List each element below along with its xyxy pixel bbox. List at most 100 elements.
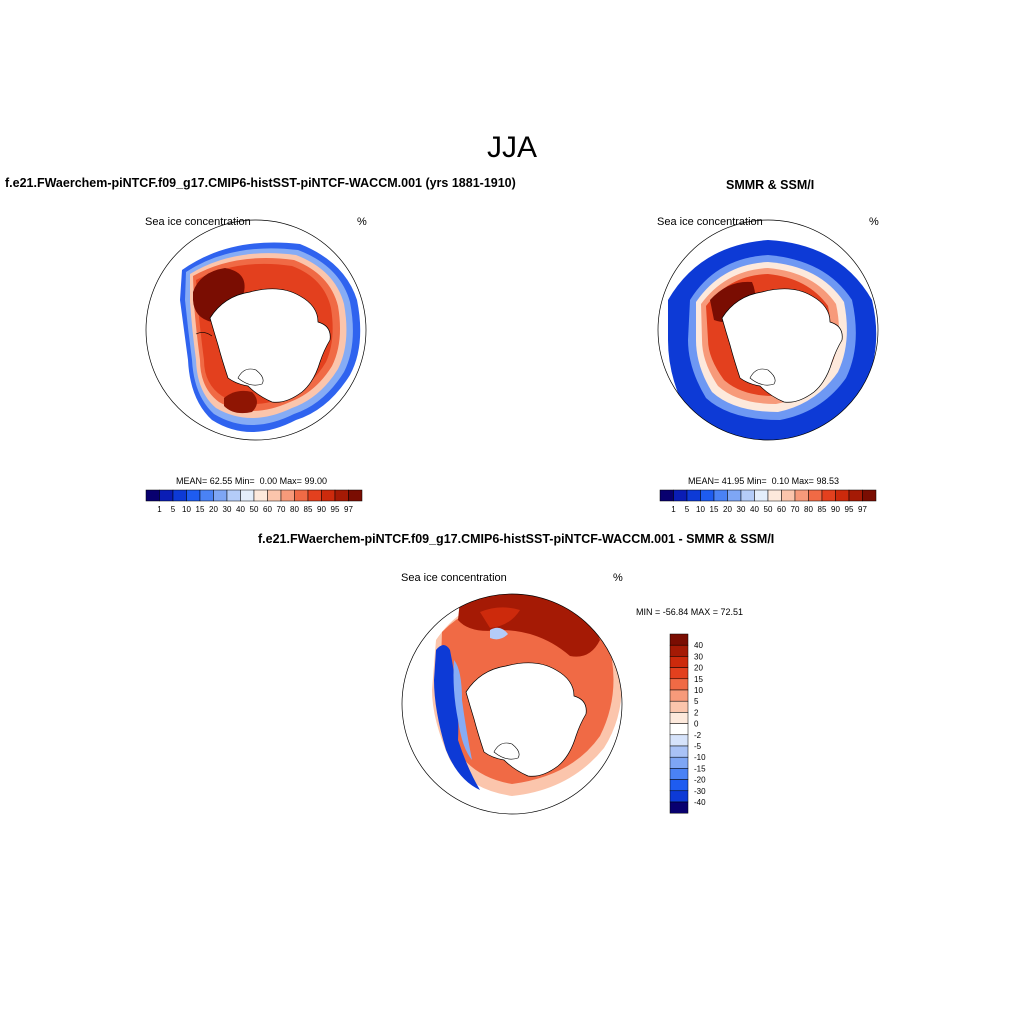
obs-colorbar-box [659,489,674,502]
diff-colorbar-box [669,790,689,803]
obs-colorbar-box [713,489,728,502]
diff-colorbar-box [669,633,689,646]
obs-panel-title: SMMR & SSM/I [726,178,815,192]
model-colorbar-label: 15 [196,505,205,514]
model-colorbar-box [226,489,241,502]
diff-colorbar-box [669,734,689,747]
diff-unit-label: % [613,572,623,584]
model-colorbar-label: 1 [157,505,162,514]
obs-colorbar-box [808,489,823,502]
model-colorbar-label: 40 [236,505,245,514]
obs-colorbar-box [781,489,796,502]
model-max-value: 99.00 [304,476,327,486]
obs-unit-label: % [869,216,879,228]
model-stats: MEAN= 62.55 Min= 0.00 Max= 99.00 [176,476,327,486]
model-colorbar-box [253,489,268,502]
model-colorbar-label: 70 [277,505,286,514]
model-min-value: 0.00 [259,476,278,486]
model-colorbar-label: 20 [209,505,218,514]
model-colorbar-label: 50 [250,505,259,514]
diff-colorbar-label: 40 [694,641,703,650]
obs-colorbar-label: 90 [831,505,840,514]
model-colorbar-box [186,489,201,502]
diff-colorbar-label: 10 [694,686,703,695]
diff-colorbar-label: 15 [694,675,703,684]
obs-colorbar-label: 60 [777,505,786,514]
model-colorbar-label: 30 [223,505,232,514]
obs-colorbar-label: 80 [804,505,813,514]
diff-colorbar-box [669,779,689,792]
diff-colorbar-box [669,700,689,713]
model-colorbar-box [348,489,363,502]
obs-colorbar-label: 95 [845,505,854,514]
model-min-label: Min= [234,476,255,486]
obs-colorbar-label: 70 [791,505,800,514]
model-colorbar-box [172,489,187,502]
model-antarctica-outline [209,288,331,403]
diff-colorbar-label: 20 [694,664,703,673]
diff-colorbar-label: -30 [694,787,706,796]
diff-colorbar-label: -40 [694,798,706,807]
model-colorbar-box [199,489,214,502]
model-colorbar-box [145,489,160,502]
model-colorbar-box [307,489,322,502]
diff-colorbar-box [669,768,689,780]
diff-colorbar-label: -20 [694,776,706,785]
model-colorbar: 1 5 10 15 20 30 40 50 60 70 80 85 90 95 97 [145,489,363,514]
model-colorbar-box [294,489,309,502]
obs-max-value: 98.53 [816,476,839,486]
obs-colorbar-label: 10 [696,505,705,514]
obs-colorbar-label: 50 [764,505,773,514]
diff-colorbar-box [669,723,689,736]
obs-colorbar: 1 5 10 15 20 30 40 50 60 70 80 85 90 95 97 [659,489,877,514]
model-colorbar-label: 10 [182,505,191,514]
diff-colorbar-label: -10 [694,753,706,762]
obs-min-label: Min= [746,476,767,486]
diff-antarctica-outline [465,662,587,777]
obs-colorbar-box [740,489,755,502]
obs-colorbar-label: 97 [858,505,867,514]
obs-colorbar-label: 30 [737,505,746,514]
diff-colorbar-box [669,801,689,814]
model-colorbar-box [240,489,255,502]
diff-colorbar-box [669,712,689,724]
diff-colorbar-box [669,667,689,680]
diff-colorbar-box [669,745,689,758]
model-colorbar-box [334,489,349,502]
diff-variable-label: Sea ice concentration [401,572,507,584]
diff-colorbar-label: 5 [694,697,699,706]
diff-colorbar-label: -2 [694,731,702,740]
diff-colorbar-label: 30 [694,652,703,661]
model-max-label: Max= [279,476,302,486]
obs-colorbar-label: 40 [750,505,759,514]
model-colorbar-label: 85 [304,505,313,514]
model-colorbar-label: 97 [344,505,353,514]
obs-colorbar-box [686,489,701,502]
obs-colorbar-box [700,489,715,502]
obs-colorbar-box [767,489,782,502]
obs-colorbar-box [794,489,809,502]
obs-colorbar-box [727,489,742,502]
diff-colorbar-box [669,689,689,702]
obs-antarctica-outline [721,288,843,403]
obs-colorbar-label: 85 [818,505,827,514]
model-mean-value: 62.55 [209,476,233,486]
diff-colorbar-box [669,756,689,769]
model-colorbar-box [267,489,282,502]
obs-colorbar-box [821,489,836,502]
figure-title: JJA [486,131,537,164]
diff-colorbar-box [669,644,689,657]
obs-stats: MEAN= 41.95 Min= 0.10 Max= 98.53 [688,476,839,486]
diff-colorbar-label: -5 [694,742,702,751]
diff-colorbar-box [669,678,689,691]
model-mean-label: MEAN= [176,476,208,486]
obs-mean-value: 41.95 [721,476,745,486]
obs-colorbar-box [673,489,688,502]
obs-colorbar-label: 5 [685,505,690,514]
obs-max-label: Max= [791,476,814,486]
diff-stats: MIN = -56.84 MAX = 72.51 [636,607,744,617]
